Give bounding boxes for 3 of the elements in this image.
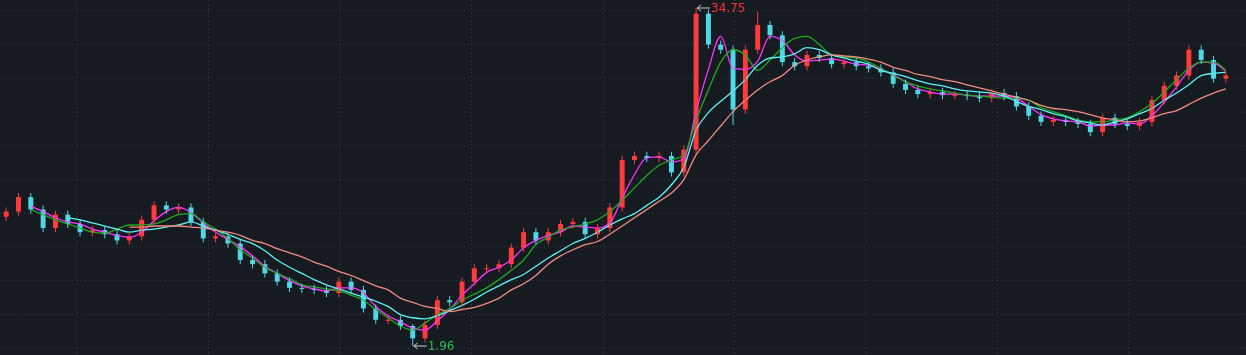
candlestick bbox=[163, 200, 169, 215]
annotation: 1.96 bbox=[427, 339, 455, 353]
annotation: 34.75 bbox=[711, 1, 746, 15]
